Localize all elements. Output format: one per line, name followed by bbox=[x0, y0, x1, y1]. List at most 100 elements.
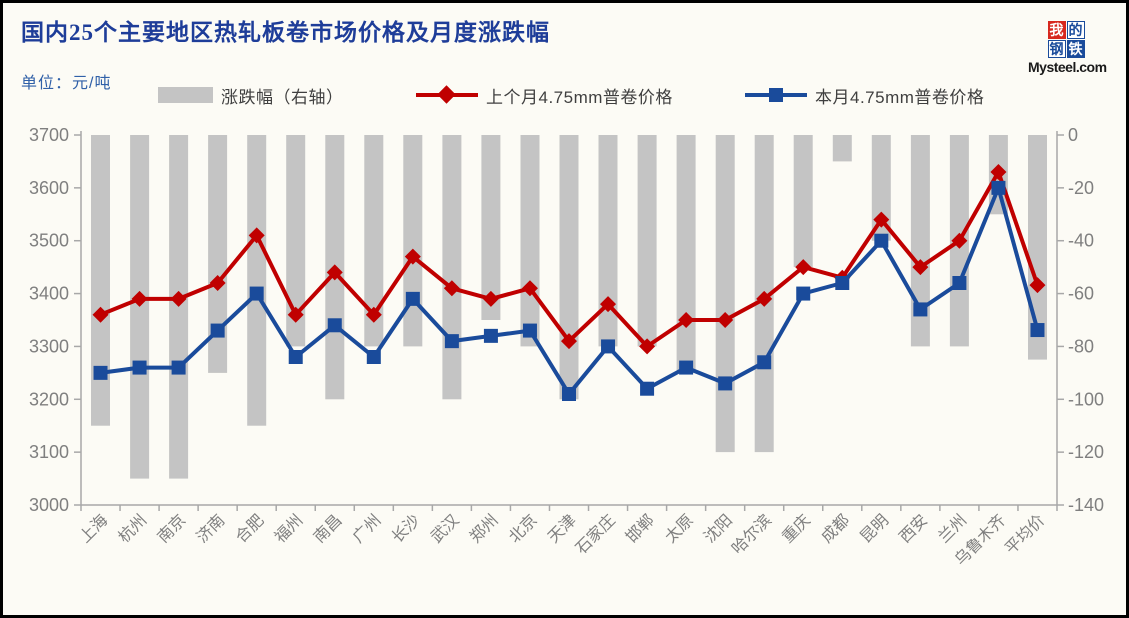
right-axis-tick-label: -80 bbox=[1068, 336, 1094, 356]
x-axis-category-label: 成都 bbox=[818, 511, 853, 546]
x-axis-category-label: 郑州 bbox=[466, 511, 501, 546]
left-axis-tick-label: 3100 bbox=[29, 442, 69, 462]
logo-char-de: 的 bbox=[1066, 21, 1085, 39]
x-axis-category-label: 西安 bbox=[896, 511, 931, 546]
square-marker-icon bbox=[796, 286, 811, 301]
x-axis-category-label: 合肥 bbox=[232, 511, 267, 546]
diamond-marker-icon bbox=[561, 333, 577, 350]
x-axis-category-label: 济南 bbox=[193, 511, 228, 546]
diamond-marker-icon bbox=[170, 290, 187, 307]
square-marker-icon bbox=[405, 291, 420, 306]
square-marker-icon bbox=[640, 381, 655, 396]
square-marker-icon bbox=[601, 339, 616, 354]
square-marker-icon bbox=[757, 355, 772, 370]
legend-item-this-month: 本月4.75mm普卷价格 bbox=[745, 85, 984, 107]
right-axis-tick-label: -40 bbox=[1068, 231, 1094, 251]
diamond-marker-icon bbox=[1029, 277, 1046, 294]
square-marker-icon bbox=[444, 334, 459, 349]
legend-line-square-swatch bbox=[745, 86, 807, 104]
change-bar bbox=[793, 135, 813, 268]
x-axis-category-label: 广州 bbox=[349, 511, 384, 546]
left-axis-tick-label: 3400 bbox=[29, 284, 69, 304]
right-axis-tick-label: 0 bbox=[1068, 125, 1078, 145]
x-axis-category-label: 哈尔滨 bbox=[728, 511, 775, 558]
x-axis-category-label: 兰州 bbox=[935, 511, 970, 546]
square-marker-icon bbox=[522, 323, 537, 338]
mysteel-site-text: Mysteel.com bbox=[1028, 59, 1107, 75]
square-marker-icon bbox=[210, 323, 225, 338]
change-bar bbox=[208, 135, 228, 373]
left-axis-tick-label: 3600 bbox=[29, 178, 69, 198]
change-bar bbox=[832, 135, 852, 162]
legend-label-last-month: 上个月4.75mm普卷价格 bbox=[486, 87, 673, 107]
x-axis-category-label: 上海 bbox=[76, 511, 111, 546]
diamond-marker-icon bbox=[326, 264, 343, 281]
diamond-marker-icon bbox=[639, 338, 656, 355]
square-marker-icon bbox=[1030, 323, 1045, 338]
square-marker-icon bbox=[327, 318, 342, 333]
legend-item-change: 涨跌幅（右轴） bbox=[158, 85, 344, 107]
square-marker-icon bbox=[171, 360, 186, 375]
change-bar bbox=[598, 135, 618, 347]
change-bar bbox=[91, 135, 110, 426]
diamond-marker-icon bbox=[951, 232, 968, 249]
logo-char-gang: 钢 bbox=[1047, 40, 1066, 58]
square-marker-icon bbox=[835, 276, 850, 290]
left-axis-tick-label: 3700 bbox=[29, 125, 69, 145]
diamond-marker-icon bbox=[443, 280, 460, 297]
change-bar bbox=[481, 135, 501, 320]
diamond-marker-icon bbox=[717, 312, 734, 328]
change-bar bbox=[676, 135, 696, 373]
legend-label-change: 涨跌幅（右轴） bbox=[221, 87, 344, 107]
change-bar bbox=[520, 135, 540, 347]
left-axis-tick-label: 3200 bbox=[29, 389, 69, 409]
logo-char-tie: 铁 bbox=[1066, 40, 1085, 58]
x-axis-category-label: 南昌 bbox=[310, 511, 345, 546]
change-bar bbox=[364, 135, 384, 347]
diamond-marker-icon bbox=[131, 290, 148, 307]
diamond-marker-icon bbox=[600, 296, 617, 313]
mysteel-logo-grid: 我 的 钢 铁 bbox=[1028, 21, 1104, 58]
x-axis-category-label: 邯郸 bbox=[623, 511, 658, 546]
diamond-marker-icon bbox=[92, 306, 109, 323]
change-bar bbox=[637, 135, 657, 347]
square-marker-icon bbox=[769, 88, 783, 102]
x-axis-category-label: 南京 bbox=[154, 511, 189, 546]
square-marker-icon bbox=[288, 350, 303, 364]
x-axis-category-label: 杭州 bbox=[115, 511, 150, 546]
mysteel-logo: 我 的 钢 铁 Mysteel.com bbox=[1028, 21, 1107, 75]
x-axis-category-label: 长沙 bbox=[388, 511, 423, 546]
change-bar bbox=[403, 135, 423, 347]
right-axis-tick-label: -60 bbox=[1068, 284, 1094, 304]
right-axis-tick-label: -20 bbox=[1068, 178, 1094, 198]
diamond-marker-icon bbox=[287, 306, 304, 323]
right-axis-tick-label: -100 bbox=[1068, 389, 1104, 409]
diamond-marker-icon bbox=[678, 312, 695, 328]
change-bar bbox=[247, 135, 267, 426]
square-marker-icon bbox=[483, 328, 498, 343]
diamond-marker-icon bbox=[990, 164, 1007, 180]
diamond-marker-icon bbox=[365, 306, 382, 323]
square-marker-icon bbox=[679, 360, 694, 375]
x-axis-category-label: 平均价 bbox=[1002, 511, 1049, 558]
change-bar bbox=[442, 135, 462, 400]
x-axis-category-label: 太原 bbox=[662, 511, 697, 546]
legend-line-diamond-swatch bbox=[416, 85, 478, 104]
x-axis-category-label: 石家庄 bbox=[572, 511, 619, 558]
left-axis-tick-label: 3000 bbox=[29, 495, 69, 515]
x-axis-category-label: 武汉 bbox=[427, 511, 462, 546]
diamond-marker-icon bbox=[482, 290, 499, 307]
diamond-marker-icon bbox=[873, 211, 890, 228]
diamond-marker-icon bbox=[795, 259, 812, 276]
change-bar bbox=[871, 135, 891, 241]
change-bar bbox=[910, 135, 930, 347]
square-marker-icon bbox=[952, 276, 967, 290]
x-axis-category-label: 沈阳 bbox=[701, 511, 736, 546]
legend-bar-swatch bbox=[158, 87, 213, 103]
diamond-marker-icon bbox=[912, 259, 929, 276]
square-marker-icon bbox=[991, 180, 1006, 195]
change-bar bbox=[715, 135, 735, 453]
change-bar bbox=[286, 135, 306, 347]
this-month-price-line bbox=[93, 180, 1045, 401]
logo-char-wo: 我 bbox=[1047, 21, 1066, 39]
